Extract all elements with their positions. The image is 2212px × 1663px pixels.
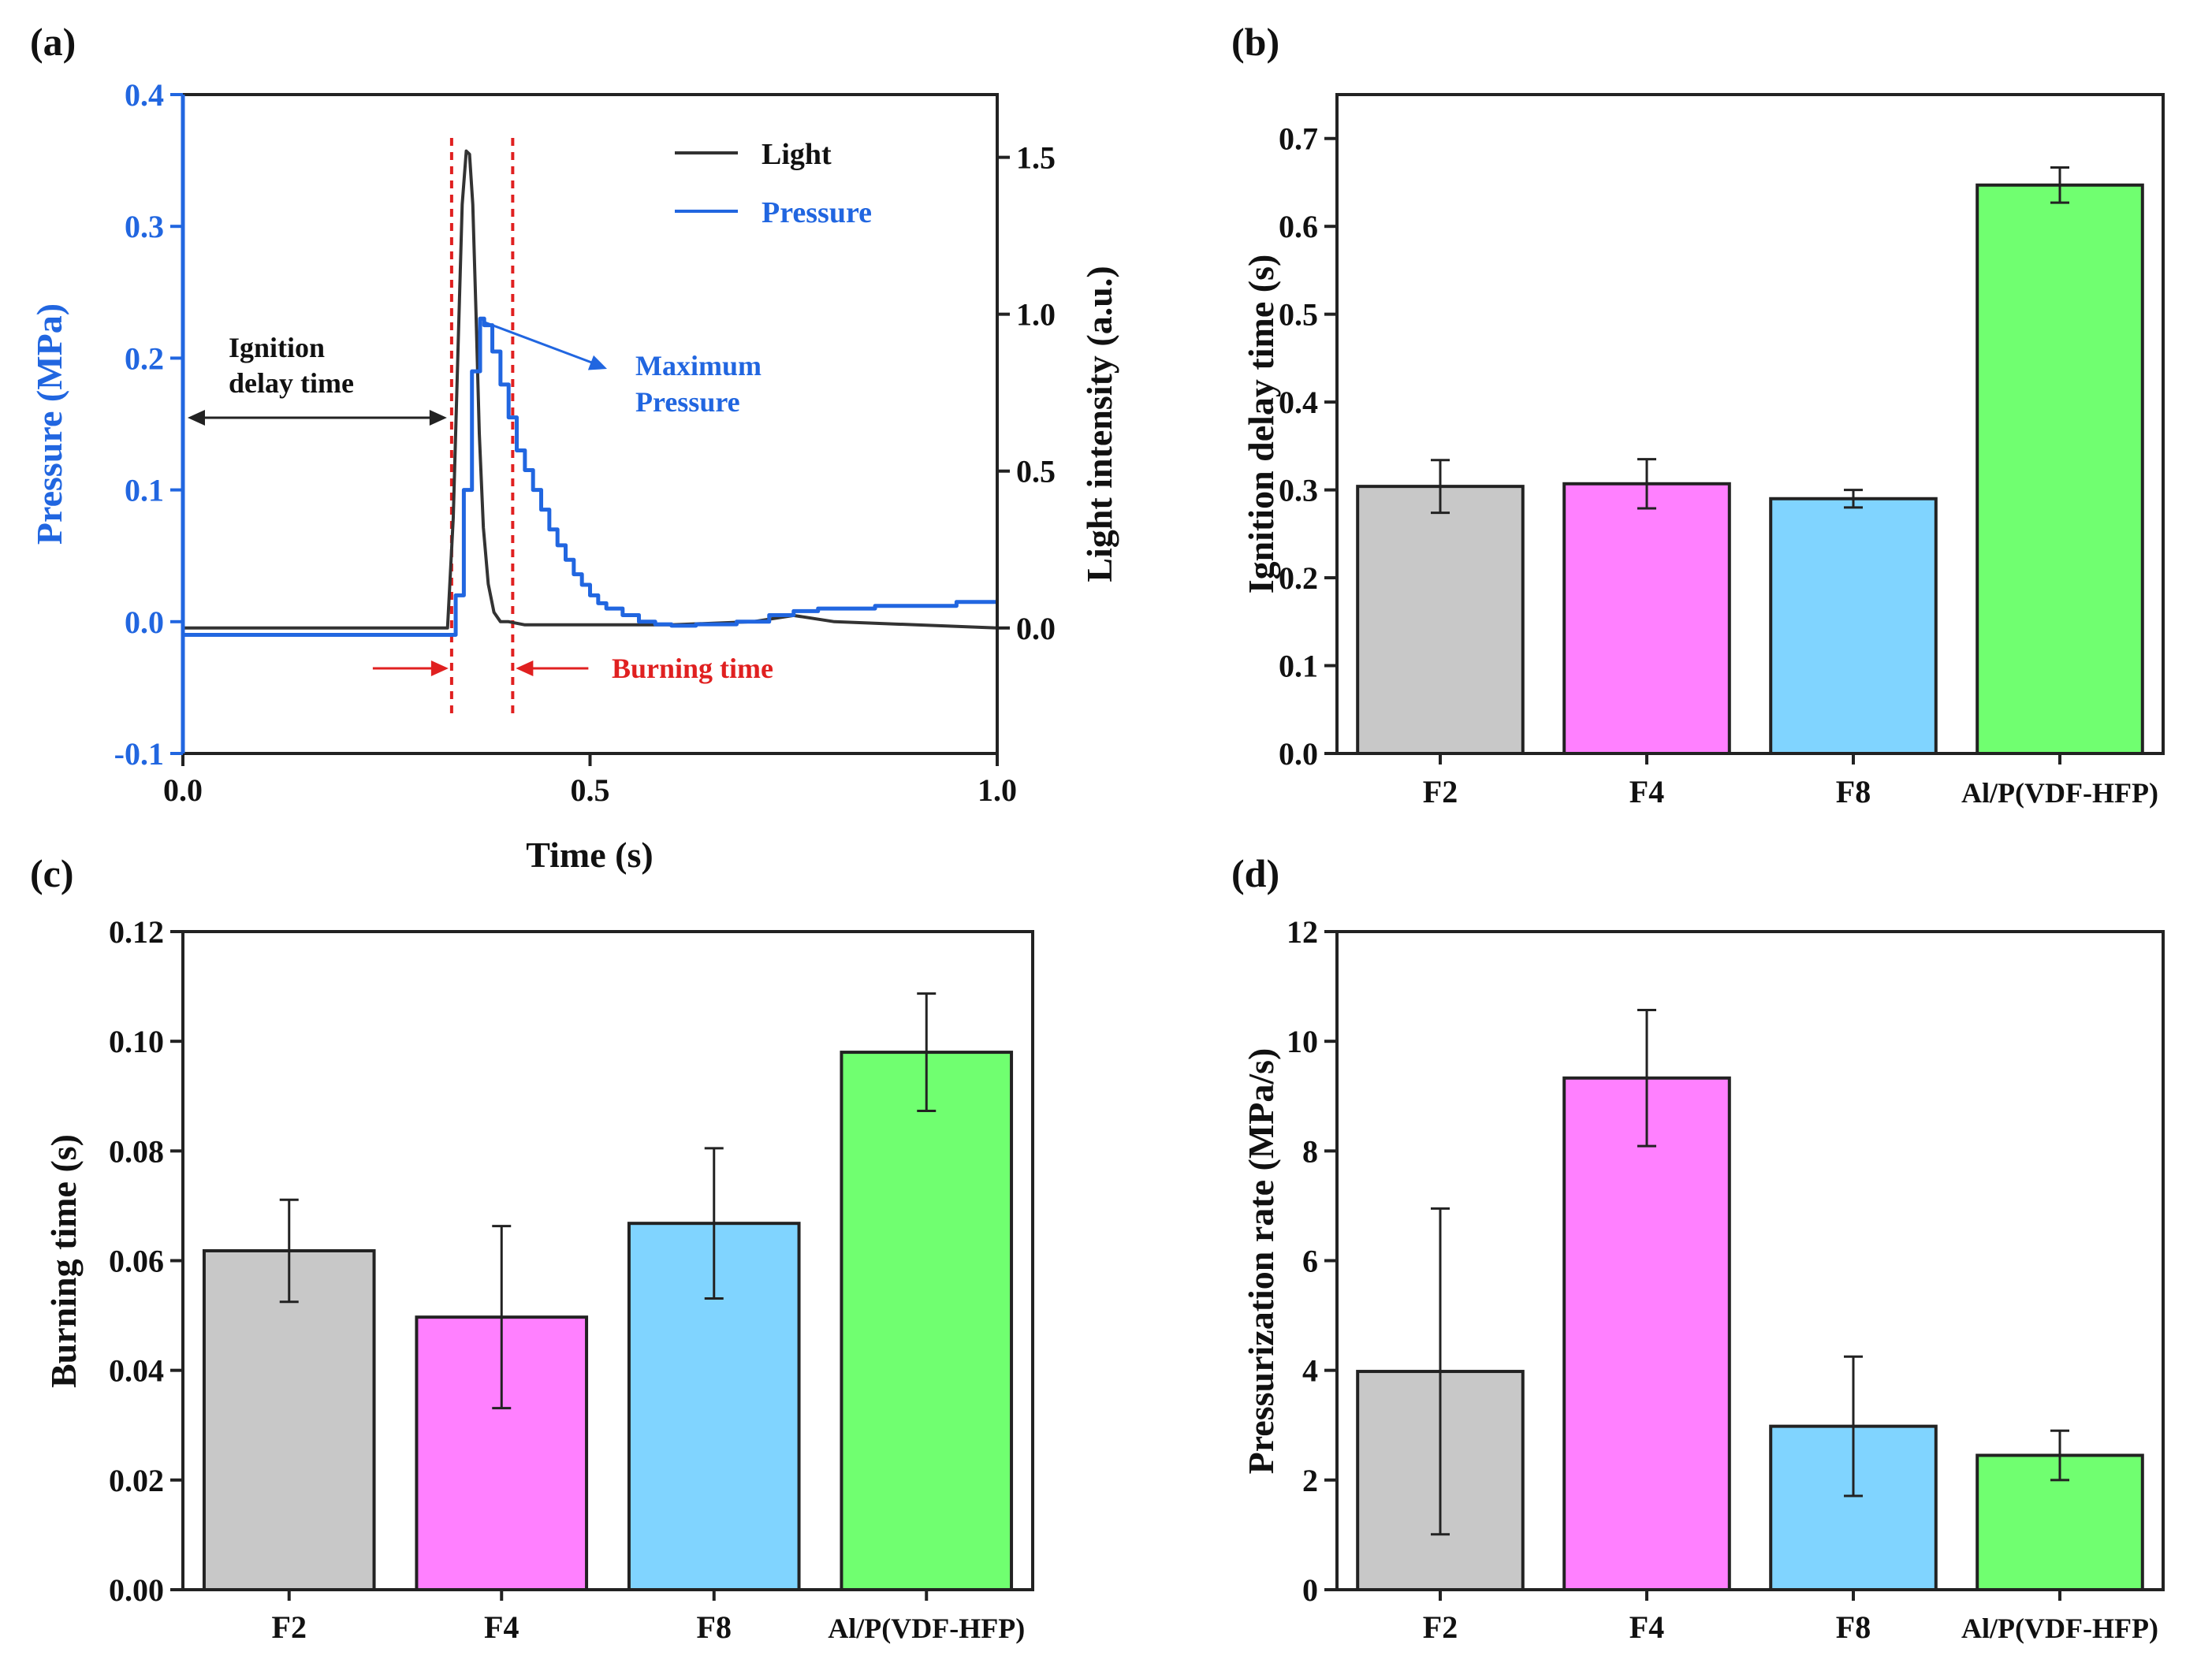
a-ytick-left-label: 0.3 <box>125 209 164 244</box>
d-xtick-label: Al/P(VDF-HFP) <box>1961 1613 2158 1644</box>
d-ylabel: Pressurization rate (MPa/s) <box>1241 1048 1281 1475</box>
panel-a: (a) 0.0 0.5 1.0-0.10.00.10.20.30.40.00.51.… <box>29 20 1119 875</box>
panel-c: (c) F2 F4 F8 Al/P(VDF-HFP) 0.00 0.02 0.04 0.06 0… <box>30 851 1034 1645</box>
b-plot-frame <box>1335 93 2165 755</box>
a-ytick-left-label: 0.4 <box>125 77 164 113</box>
c-bar <box>840 1051 1014 1592</box>
a-ytick-right-label: 0.0 <box>1016 611 1056 646</box>
panel-c-label: (c) <box>30 851 74 895</box>
a-ylabel-left: Pressure (MPa) <box>29 303 69 545</box>
a-burn-arrow-left-head <box>430 660 449 676</box>
d-xtick-label: F8 <box>1836 1609 1871 1645</box>
a-ytick-right-label: 1.0 <box>1016 297 1056 333</box>
b-ytick-label: 0.3 <box>1279 473 1318 508</box>
a-plot-frame <box>181 93 999 755</box>
b-bar <box>1769 497 1938 755</box>
a-xtick-label: 1.0 <box>978 772 1017 808</box>
panel-b: (b) F2 F4 F8 Al/P(VDF-HFP) 0.0 0.1 0.2 0.3 0.4 0.… <box>1231 20 2165 809</box>
c-ytick-label: 0.08 <box>109 1133 164 1169</box>
a-ytick-left-label: 0.1 <box>125 473 164 508</box>
c-xtick-label: F8 <box>697 1609 732 1645</box>
c-bars <box>202 992 1014 1592</box>
b-bar <box>1562 482 1731 756</box>
d-xtick-label: F4 <box>1629 1609 1664 1645</box>
a-axes: 0.0 0.5 1.0-0.10.00.10.20.30.40.00.51.01.5 <box>114 77 1056 808</box>
c-ylabel: Burning time (s) <box>43 1134 84 1388</box>
panel-a-label: (a) <box>30 20 76 64</box>
a-ylabel-right: Light intensity (a.u.) <box>1079 266 1119 582</box>
a-ytick-right-label: 0.5 <box>1016 454 1056 489</box>
c-ytick-label: 0.00 <box>109 1572 164 1608</box>
b-xtick-label: F2 <box>1423 774 1458 809</box>
c-ytick-label: 0.10 <box>109 1024 164 1059</box>
b-xtick-label: Al/P(VDF-HFP) <box>1961 777 2158 809</box>
a-maximum-label-line1: Maximum <box>635 350 762 381</box>
d-ytick-label: 10 <box>1287 1024 1318 1059</box>
a-burn-arrow-right-head <box>516 660 534 676</box>
a-ytick-left-label: -0.1 <box>114 736 164 772</box>
b-bar <box>1356 485 1525 756</box>
panel-d-label: (d) <box>1231 851 1279 895</box>
c-ytick-label: 0.12 <box>109 914 164 950</box>
b-bars <box>1356 166 2144 756</box>
c-ytick-label: 0.02 <box>109 1463 164 1498</box>
a-ignition-label-line2: delay time <box>229 367 354 399</box>
b-axes: F2 F4 F8 Al/P(VDF-HFP) 0.0 0.1 0.2 0.3 0.4 0.5 0.6… <box>1279 121 2158 809</box>
c-xtick-label: Al/P(VDF-HFP) <box>828 1613 1025 1644</box>
a-annotations: Ignition delay time Maximum Pressure Bur… <box>188 320 773 684</box>
a-ignition-arrow-head-left <box>188 410 205 426</box>
panel-b-label: (b) <box>1231 20 1279 64</box>
a-ignition-arrow <box>188 410 447 426</box>
b-bar <box>1976 183 2144 755</box>
b-ytick-label: 0.7 <box>1279 121 1318 157</box>
c-xtick-label: F2 <box>272 1609 307 1645</box>
b-ytick-label: 0.5 <box>1279 297 1318 333</box>
c-ytick-label: 0.06 <box>109 1244 164 1279</box>
a-maximum-label-line2: Pressure <box>635 386 740 418</box>
panel-d: (d) F2 F4 F8 Al/P(VDF-HFP) 0 2 4 6 8 10 12 Pressur… <box>1231 851 2165 1645</box>
c-bar <box>202 1248 376 1591</box>
b-xtick-label: F8 <box>1836 774 1871 809</box>
a-ytick-left-label: 0.2 <box>125 340 164 376</box>
a-xtick-label: 0.0 <box>163 772 203 808</box>
d-ytick-label: 12 <box>1287 914 1318 950</box>
d-ytick-label: 4 <box>1302 1353 1318 1389</box>
d-bars <box>1356 1009 2144 1592</box>
d-axes: F2 F4 F8 Al/P(VDF-HFP) 0 2 4 6 8 10 12 <box>1287 914 2158 1645</box>
a-ytick-right-label: 1.5 <box>1016 140 1056 176</box>
a-xtick-label: 0.5 <box>571 772 610 808</box>
a-burning-time-arrows <box>372 660 589 676</box>
b-ytick-label: 0.6 <box>1279 209 1318 244</box>
a-ignition-label-line1: Ignition <box>229 332 325 363</box>
c-xtick-label: F4 <box>484 1609 519 1645</box>
b-xtick-label: F4 <box>1629 774 1664 809</box>
c-axes: F2 F4 F8 Al/P(VDF-HFP) 0.00 0.02 0.04 0.06 0.08 0… <box>109 914 1025 1645</box>
a-plot-area <box>183 149 998 638</box>
d-xtick-label: F2 <box>1423 1609 1458 1645</box>
b-ytick-label: 0.4 <box>1279 385 1318 420</box>
a-series-pressure <box>183 316 997 638</box>
d-ytick-label: 6 <box>1302 1244 1318 1279</box>
d-ytick-label: 0 <box>1302 1572 1318 1608</box>
a-vertical-markers <box>449 138 515 714</box>
b-ytick-label: 0.1 <box>1279 649 1318 684</box>
a-burning-label: Burning time <box>612 653 773 684</box>
a-max-arrow-head <box>587 355 607 370</box>
a-maximum-pressure-arrow <box>482 320 607 370</box>
a-ignition-arrow-head-right <box>429 410 447 426</box>
d-ytick-label: 2 <box>1302 1463 1318 1498</box>
a-ytick-left-label: 0.0 <box>125 605 164 640</box>
b-ytick-label: 0.2 <box>1279 560 1318 596</box>
c-ytick-label: 0.04 <box>109 1353 164 1389</box>
d-bar <box>1562 1076 1731 1591</box>
b-ytick-label: 0.0 <box>1279 736 1318 772</box>
a-legend-light-label: Light <box>762 138 832 171</box>
a-legend: Light Pressure <box>675 138 872 229</box>
a-max-arrow-shaft <box>482 320 597 366</box>
d-ytick-label: 8 <box>1302 1133 1318 1169</box>
b-ylabel: Ignition delay time (s) <box>1241 255 1281 594</box>
a-legend-pressure-label: Pressure <box>762 196 872 229</box>
a-xlabel: Time (s) <box>526 835 653 875</box>
